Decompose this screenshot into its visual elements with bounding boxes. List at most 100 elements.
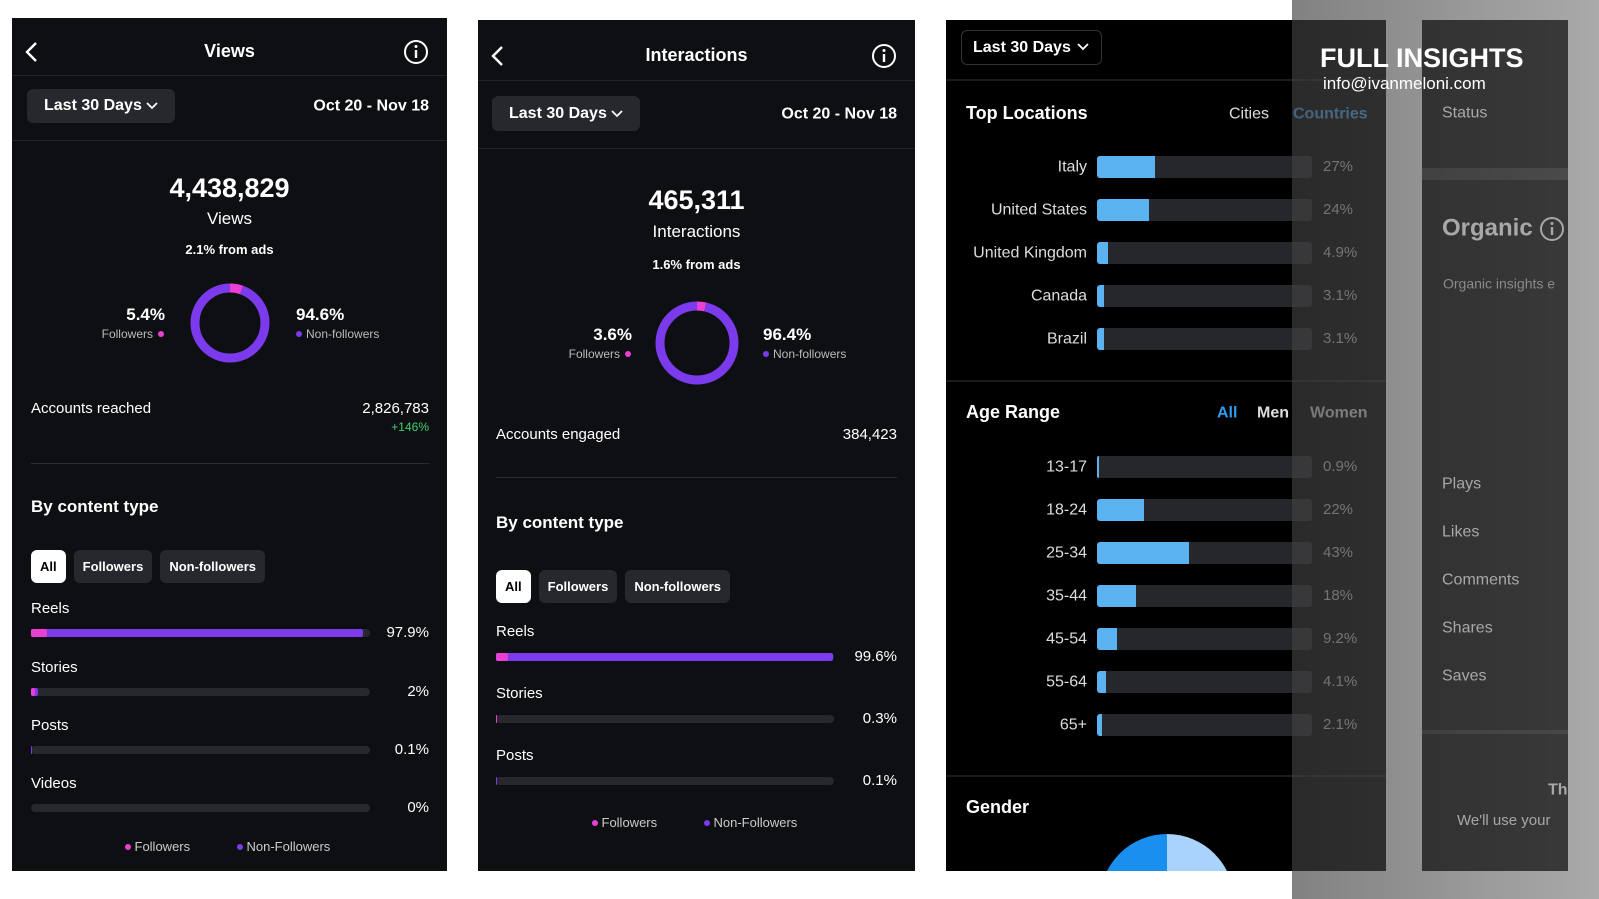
bar [1097, 542, 1190, 564]
row-name: 65+ [1059, 716, 1087, 734]
bar [1097, 328, 1104, 350]
status-label: Status [1442, 104, 1488, 122]
filter-button[interactable]: All [31, 550, 66, 583]
info-button[interactable] [404, 40, 428, 64]
bar-track [1097, 199, 1312, 221]
section-title: Age Range [966, 402, 1061, 423]
bar [496, 715, 497, 723]
content-type-name: Posts [31, 717, 69, 734]
non-followers-share: 96.4% [763, 324, 812, 344]
divider [478, 148, 915, 149]
bar [1097, 285, 1104, 307]
period-dropdown[interactable]: Last 30 Days [27, 89, 175, 123]
bar [1097, 585, 1136, 607]
bar [1097, 499, 1145, 521]
overlay [1292, 0, 1599, 899]
bar [31, 629, 363, 637]
row-name: 45-54 [1046, 630, 1087, 648]
legend-dot [591, 820, 598, 826]
divider [12, 75, 447, 76]
metric-value: 384,423 [842, 426, 897, 443]
metric-value: 2,826,783 [362, 400, 429, 417]
panel [12, 18, 447, 871]
legend-label: Followers [601, 815, 658, 831]
bar [1097, 714, 1102, 736]
row-name: Italy [1057, 158, 1087, 176]
footer-text: We'll use your [1457, 812, 1551, 829]
content-type-name: Reels [496, 623, 535, 640]
filter-button[interactable]: Non-followers [160, 550, 265, 583]
followers-label: Followers [101, 326, 153, 341]
filter-row: All Followers Non-followers [496, 570, 738, 603]
bar [1097, 628, 1117, 650]
watermark-email: info@ivanmeloni.com [1323, 73, 1486, 93]
tab[interactable]: Cities [1229, 105, 1270, 123]
bar-track [1097, 714, 1312, 736]
non-followers-label: Non-followers [306, 326, 380, 341]
total-value: 465,311 [648, 184, 745, 215]
organic-note: Organic insights e [1443, 275, 1556, 292]
content-type-name: Stories [496, 685, 543, 702]
row-name: 13-17 [1046, 458, 1087, 476]
section-title: Top Locations [966, 103, 1088, 124]
section-title: By content type [496, 512, 624, 532]
bar-track [1097, 456, 1312, 478]
period-dropdown[interactable]: Last 30 Days [492, 96, 640, 131]
filter-button[interactable]: Followers [73, 550, 153, 583]
section-title: By content type [31, 496, 159, 516]
bar-followers [31, 688, 36, 696]
followers-share: 5.4% [126, 304, 165, 324]
period-label: Last 30 Days [973, 38, 1071, 56]
period-label: Last 30 Days [44, 97, 142, 114]
period-dropdown[interactable]: Last 30 Days [961, 30, 1102, 65]
back-button[interactable] [24, 42, 38, 62]
panel-title: Views [204, 41, 255, 62]
content-type-name: Reels [31, 600, 70, 617]
bar-track [496, 777, 834, 785]
row-name: United Kingdom [973, 244, 1087, 262]
bar-track [496, 715, 834, 723]
legend-dot [158, 331, 164, 337]
back-button[interactable] [490, 46, 504, 66]
filter-button[interactable]: Followers [538, 570, 618, 603]
section-title: Gender [966, 797, 1030, 818]
legend-dot [296, 331, 302, 337]
tab[interactable]: Men [1257, 404, 1289, 422]
legend-label: Non-Followers [713, 815, 798, 831]
dropdown-arrow [611, 109, 623, 117]
bar [1097, 156, 1156, 178]
tab[interactable]: All [1217, 404, 1238, 422]
bar-followers [496, 653, 508, 661]
dropdown-arrow [146, 102, 158, 110]
content-type-name: Videos [31, 775, 77, 792]
filter-button[interactable]: Non-followers [625, 570, 730, 603]
info-button[interactable] [872, 44, 896, 68]
divider [946, 79, 1386, 81]
donut [655, 301, 739, 385]
bar-track [31, 688, 370, 696]
bar-label: 2% [407, 683, 429, 700]
row-name: Brazil [1046, 330, 1087, 348]
bar-track [1097, 242, 1312, 264]
content-type-name: Stories [31, 659, 78, 676]
bar-label: 0.1% [394, 741, 429, 758]
bar-track [1097, 585, 1312, 607]
row-name: 25-34 [1046, 544, 1087, 562]
divider [478, 80, 915, 81]
non-followers-share: 94.6% [296, 304, 345, 324]
donut-segment [655, 301, 739, 385]
bar-track [1097, 285, 1312, 307]
metric-row: Comments [1442, 571, 1520, 589]
panel [478, 20, 915, 871]
non-followers-label: Non-followers [773, 346, 847, 361]
divider [31, 463, 429, 464]
info-button[interactable] [1540, 217, 1564, 241]
bar-label: 97.9% [386, 624, 429, 641]
total-label: Interactions [652, 221, 741, 241]
filter-button[interactable]: All [496, 570, 531, 603]
metric-name: Accounts reached [31, 400, 152, 417]
organic-title: Organic [1442, 214, 1533, 242]
legend-dot [625, 351, 631, 357]
row-name: 55-64 [1046, 673, 1087, 691]
bar [1097, 671, 1106, 693]
